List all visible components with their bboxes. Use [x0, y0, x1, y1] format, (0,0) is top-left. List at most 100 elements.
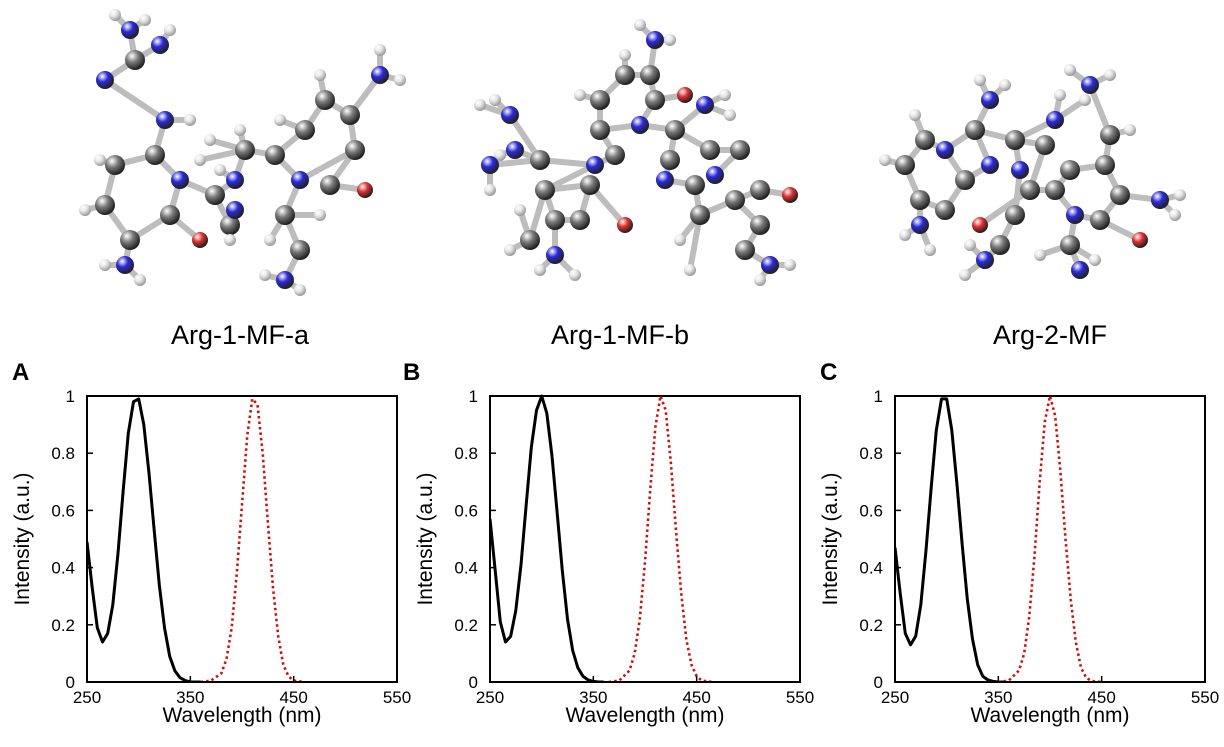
chart-b-svg: 0 0.2 0.4 0.6 0.8 1 250 350 450 550 Wavelength (nm… [403, 359, 814, 727]
atom [782, 187, 798, 203]
atom [685, 175, 705, 195]
atom [259, 269, 271, 281]
x-axis-label: Wavelength (nm) [970, 704, 1129, 727]
molecule-arg-2-mf-svg [879, 64, 1186, 281]
atom [506, 141, 524, 159]
y-tick-label: 1 [469, 387, 478, 406]
chart-a-svg: 0 0.2 0.4 0.6 0.8 1 250 350 450 550 Wavelength (nm… [11, 359, 411, 727]
panel-letter: C [820, 359, 837, 386]
atom [646, 31, 664, 49]
atom [105, 155, 125, 175]
x-tick-label: 450 [279, 688, 307, 707]
atom [160, 205, 180, 225]
atom [605, 145, 625, 165]
atom [976, 251, 994, 269]
y-tick-label: 0 [874, 673, 883, 692]
x-tick-label: 550 [786, 688, 814, 707]
atom [911, 216, 929, 234]
absorption-series-line [490, 394, 604, 682]
molecule-image-arg-1-mf-a [60, 0, 420, 300]
atom [194, 154, 206, 166]
y-axis-label: Intensity (a.u.) [414, 472, 437, 605]
atom [664, 34, 676, 46]
x-axis-label: Wavelength (nm) [565, 704, 724, 727]
y-tick-label: 0.8 [454, 444, 478, 463]
molecule-arg-1-mf-b-svg [474, 19, 798, 286]
panel-letter: B [403, 359, 420, 386]
atom [226, 201, 244, 219]
atom [631, 116, 649, 134]
atom [109, 9, 121, 21]
atom [1104, 69, 1116, 81]
atom [1046, 111, 1064, 129]
atom [1011, 161, 1029, 179]
atom [1089, 254, 1101, 266]
atom [700, 140, 720, 160]
atom [761, 256, 779, 274]
atom [120, 230, 140, 250]
atom [955, 170, 975, 190]
atom [125, 50, 145, 70]
atom [959, 269, 971, 281]
atom [156, 111, 174, 129]
atom [205, 185, 225, 205]
atom [1100, 125, 1120, 145]
atom [134, 274, 146, 286]
atom [295, 120, 315, 140]
atom [1035, 135, 1055, 155]
atom [879, 154, 891, 166]
bond [102, 77, 168, 123]
plot-frame [86, 395, 398, 683]
atom [314, 69, 326, 81]
plot-frame [489, 395, 801, 683]
molecule-name-arg-2-mf: Arg-2-MF [993, 320, 1107, 350]
bond [297, 147, 358, 183]
y-tick-label: 0.4 [454, 559, 478, 578]
atom [1034, 249, 1046, 261]
atom [730, 140, 750, 160]
atom [735, 240, 755, 260]
y-tick-label: 0 [66, 673, 75, 692]
atom [371, 66, 389, 84]
atom [615, 65, 635, 85]
y-tick-label: 0 [469, 673, 478, 692]
atom [151, 36, 169, 54]
atom [274, 114, 286, 126]
x-tick-label: 350 [176, 688, 204, 707]
atom [276, 271, 294, 289]
y-tick-label: 0.8 [51, 444, 75, 463]
atom [184, 114, 196, 126]
x-tick-label: 350 [579, 688, 607, 707]
atom [754, 274, 766, 286]
atom [501, 106, 519, 124]
atom [981, 91, 999, 109]
atom [909, 109, 921, 121]
x-tick-label: 250 [881, 688, 909, 707]
atom [290, 240, 310, 260]
molecule-image-arg-1-mf-b [460, 0, 820, 300]
atom [677, 87, 693, 103]
atom [374, 44, 386, 56]
atom [580, 175, 600, 195]
atom [1174, 189, 1186, 201]
atom [116, 256, 134, 274]
atom [94, 154, 106, 166]
atom [1095, 155, 1115, 175]
atom [674, 234, 686, 246]
atom [530, 150, 550, 170]
atom [226, 171, 244, 189]
y-axis-label: Intensity (a.u.) [819, 472, 842, 605]
x-tick-label: 450 [682, 688, 710, 707]
atom [235, 140, 255, 160]
atom [275, 205, 295, 225]
atom [1045, 180, 1065, 200]
bond [977, 187, 1033, 228]
atom [520, 230, 540, 250]
panel-letter: A [12, 359, 29, 386]
emission-series-line [200, 397, 305, 682]
atom [619, 49, 631, 61]
atom [924, 244, 936, 256]
atom [121, 21, 139, 39]
x-tick-label: 550 [1191, 688, 1219, 707]
atom [535, 180, 555, 200]
